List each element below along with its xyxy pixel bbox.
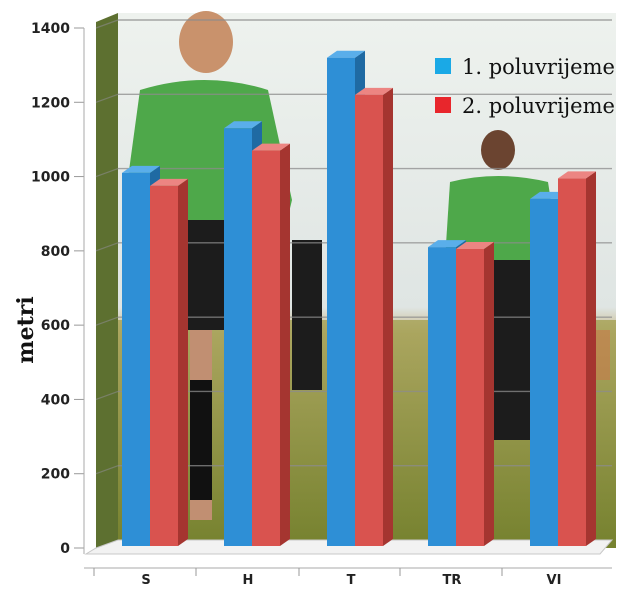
y-tick-labels: 0 200 400 600 800 1000 1200 1400 xyxy=(31,21,70,557)
x-tick-label: H xyxy=(243,573,254,588)
y-tick-label: 1000 xyxy=(31,170,70,186)
legend-swatch-series-2 xyxy=(435,97,451,113)
x-tick-label: TR xyxy=(443,573,462,588)
gridline-side xyxy=(95,93,119,103)
gridline-side xyxy=(95,316,119,326)
y-tick-label: 1400 xyxy=(31,21,70,37)
bar-H-series-2 xyxy=(252,143,290,547)
legend: 1. poluvrijeme 2. poluvrijeme xyxy=(435,55,615,118)
y-tick-label: 200 xyxy=(41,467,70,483)
x-tick-labels: S H T TR VI xyxy=(141,573,561,588)
bar-TR-series-2 xyxy=(456,242,494,546)
gridline-side xyxy=(95,465,119,475)
bar-T-series-2 xyxy=(355,87,393,546)
gridline-side xyxy=(95,242,119,252)
bar-VI-series-2 xyxy=(558,171,596,546)
x-tick-label: S xyxy=(141,573,150,588)
y-axis-title: metri xyxy=(13,296,39,363)
x-tick-label: VI xyxy=(547,573,562,588)
gridline-side xyxy=(95,19,119,29)
legend-swatch-series-1 xyxy=(435,58,451,74)
y-tick-label: 0 xyxy=(60,541,70,557)
y-tick-label: 1200 xyxy=(31,95,70,111)
y-tick-label: 600 xyxy=(41,318,70,334)
legend-label-series-1: 1. poluvrijeme xyxy=(462,55,615,79)
y-tick-label: 400 xyxy=(41,392,70,408)
x-tick-label: T xyxy=(347,573,356,588)
y-tick-label: 800 xyxy=(41,244,70,260)
bar-S-series-2 xyxy=(150,178,188,546)
gridline-side xyxy=(95,168,119,178)
gridline-side xyxy=(95,390,119,400)
bars xyxy=(122,50,596,547)
legend-label-series-2: 2. poluvrijeme xyxy=(462,94,615,118)
